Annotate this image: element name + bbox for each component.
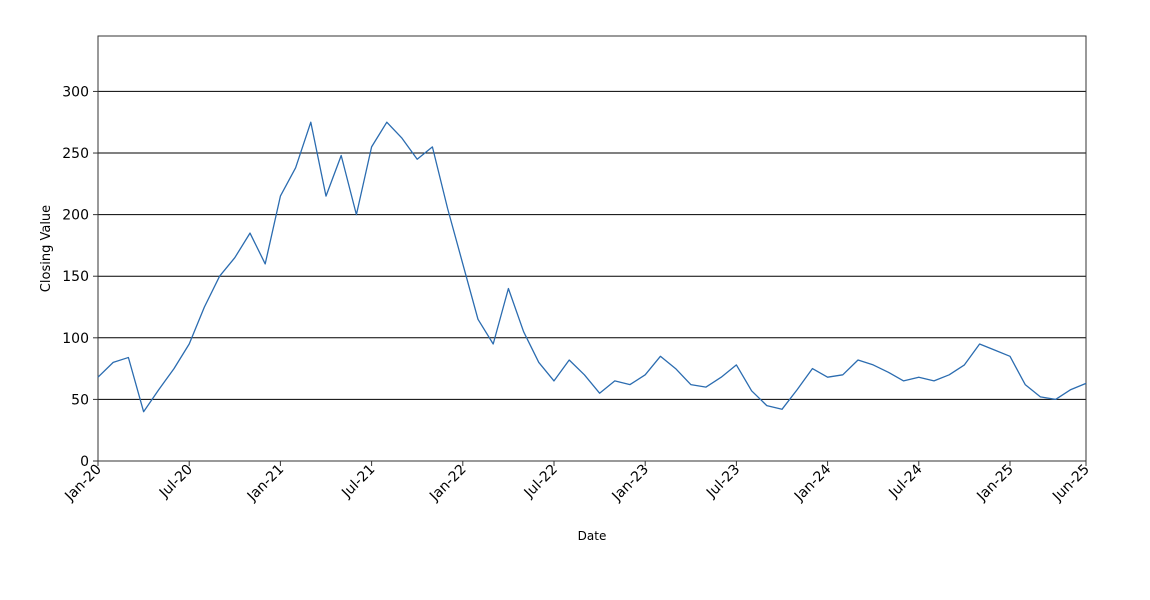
x-axis-title: Date (578, 529, 607, 543)
series-line (97, 121, 1087, 413)
x-tick-label: Jan-24 (791, 461, 835, 505)
y-tick-label: 150 (62, 269, 89, 285)
gridlines (98, 90, 1086, 400)
x-tick-label: Jan-23 (609, 462, 652, 505)
y-tick-label: 0 (80, 454, 89, 470)
y-axis-title: Closing Value (39, 205, 54, 292)
y-tick-label: 200 (62, 208, 89, 224)
x-tick-label: Jul-24 (885, 461, 925, 501)
x-tick-label: Jul-20 (156, 462, 196, 502)
y-axis-ticks: 0 50 100 150 200 250 300 (62, 84, 98, 470)
y-tick-label: 100 (62, 331, 89, 347)
x-tick-label: Jun-25 (1049, 462, 1093, 506)
y-tick-label: 300 (62, 84, 89, 100)
x-tick-label: Jan-25 (973, 462, 1016, 505)
x-tick-label: Jul-22 (521, 462, 561, 502)
y-tick-label: 50 (71, 392, 89, 408)
x-tick-label: Jul-21 (338, 462, 378, 502)
x-tick-label: Jan-21 (244, 462, 287, 505)
y-tick-label: 250 (62, 146, 89, 162)
plot-frame (97, 35, 1087, 462)
x-axis-ticks: Jan-20 Jul-20 Jan-21 Jul-21 Jan-22 Jul-22 Jan-… (61, 461, 1093, 506)
x-tick-label: Jan-22 (426, 462, 469, 505)
x-tick-label: Jul-23 (703, 462, 743, 502)
